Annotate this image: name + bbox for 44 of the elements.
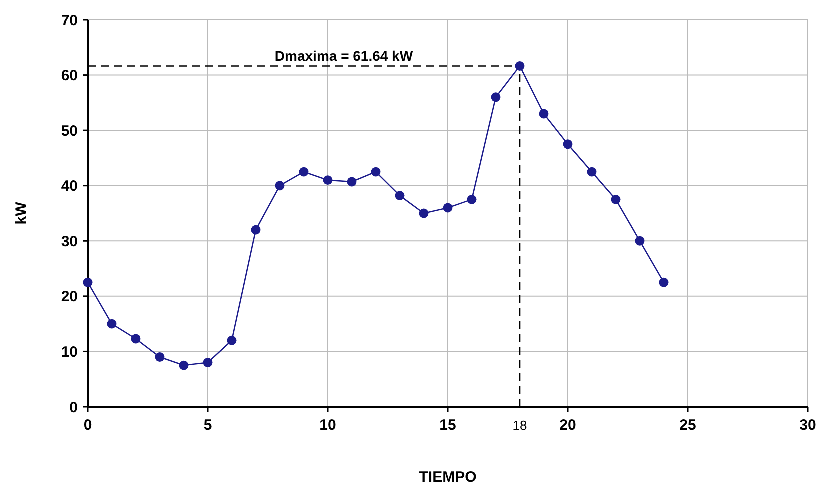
ref-line-label: Dmaxima = 61.64 kW	[274, 48, 414, 64]
point	[371, 167, 381, 177]
y-tick-label: 30	[61, 233, 78, 250]
point	[563, 140, 573, 150]
y-tick-label: 50	[61, 122, 78, 140]
point	[395, 191, 405, 201]
point	[635, 236, 645, 246]
point	[107, 319, 117, 329]
point	[155, 352, 165, 362]
point	[515, 62, 525, 71]
point	[419, 208, 429, 218]
point	[539, 109, 549, 119]
x-tick-label: 30	[800, 417, 816, 434]
point	[659, 278, 669, 288]
y-tick-label: 20	[61, 288, 78, 306]
point	[83, 278, 93, 288]
y-tick-label: 70	[61, 12, 78, 30]
point	[179, 360, 189, 370]
ref-line-label: 18	[512, 418, 528, 433]
x-tick-label: 10	[320, 417, 336, 434]
x-tick-label: 20	[560, 417, 576, 434]
point	[131, 334, 141, 344]
point	[275, 181, 285, 191]
y-axis-title: kW	[13, 201, 30, 225]
point	[611, 194, 621, 204]
point	[587, 167, 597, 177]
y-tick-label: 10	[61, 344, 78, 361]
point	[299, 167, 309, 177]
point	[203, 358, 213, 368]
y-tick-label: 0	[70, 399, 78, 416]
x-tick-label: 0	[84, 417, 92, 434]
y-tick-label: 40	[61, 178, 78, 196]
x-tick-label: 25	[680, 417, 696, 434]
y-tick-label: 60	[61, 68, 78, 85]
x-tick-label: 15	[440, 417, 456, 434]
point	[323, 176, 333, 186]
point	[443, 203, 453, 213]
point	[467, 194, 477, 204]
point	[491, 92, 501, 102]
point	[227, 336, 237, 346]
x-axis-title: TIEMPO	[419, 469, 478, 486]
point	[347, 177, 357, 187]
x-tick-label: 5	[204, 417, 212, 434]
point	[251, 225, 261, 235]
